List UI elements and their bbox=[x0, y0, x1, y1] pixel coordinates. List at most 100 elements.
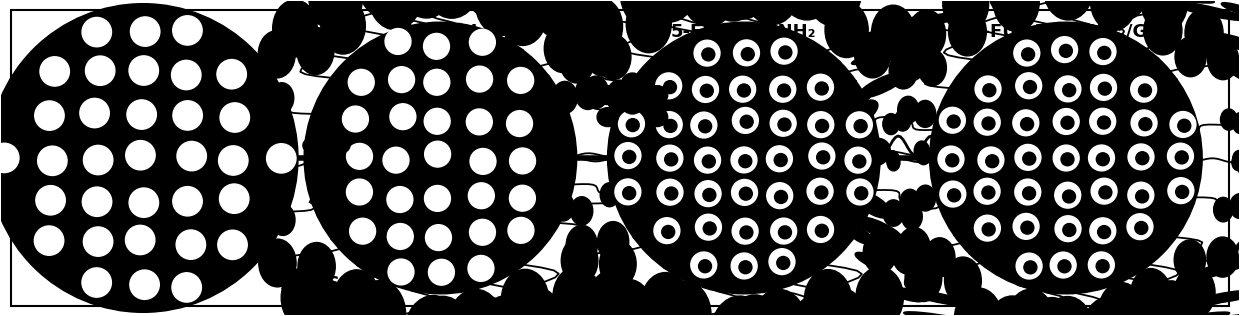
Ellipse shape bbox=[1188, 257, 1240, 280]
Ellipse shape bbox=[619, 111, 645, 137]
Ellipse shape bbox=[983, 84, 996, 97]
Ellipse shape bbox=[665, 119, 677, 132]
Ellipse shape bbox=[82, 187, 112, 216]
Ellipse shape bbox=[1141, 312, 1230, 316]
Ellipse shape bbox=[1063, 84, 1075, 97]
Ellipse shape bbox=[1016, 253, 1042, 279]
Ellipse shape bbox=[510, 288, 564, 316]
Ellipse shape bbox=[570, 197, 593, 225]
Ellipse shape bbox=[955, 288, 1002, 316]
Ellipse shape bbox=[1210, 33, 1240, 56]
Text: 5-FU@MSN-NH₂/GC: 5-FU@MSN-NH₂/GC bbox=[971, 23, 1161, 41]
Ellipse shape bbox=[172, 273, 201, 302]
Ellipse shape bbox=[696, 181, 720, 207]
Ellipse shape bbox=[777, 84, 791, 97]
Ellipse shape bbox=[892, 36, 928, 81]
Ellipse shape bbox=[641, 272, 689, 316]
Ellipse shape bbox=[83, 145, 113, 175]
Ellipse shape bbox=[1022, 48, 1034, 61]
Ellipse shape bbox=[807, 216, 833, 242]
Ellipse shape bbox=[946, 154, 959, 167]
Ellipse shape bbox=[816, 224, 828, 237]
Ellipse shape bbox=[1168, 143, 1193, 169]
Ellipse shape bbox=[656, 73, 682, 99]
Ellipse shape bbox=[1099, 82, 1111, 95]
Ellipse shape bbox=[734, 40, 759, 66]
Ellipse shape bbox=[429, 259, 454, 285]
Ellipse shape bbox=[552, 193, 574, 221]
Ellipse shape bbox=[218, 230, 247, 259]
Ellipse shape bbox=[704, 0, 761, 21]
Ellipse shape bbox=[662, 226, 675, 238]
Ellipse shape bbox=[940, 181, 966, 207]
Ellipse shape bbox=[887, 151, 899, 167]
Ellipse shape bbox=[557, 148, 572, 167]
Ellipse shape bbox=[1055, 76, 1081, 102]
Ellipse shape bbox=[1221, 3, 1240, 19]
Ellipse shape bbox=[321, 0, 366, 54]
Text: APTES: APTES bbox=[280, 275, 340, 293]
Ellipse shape bbox=[621, 73, 642, 92]
Ellipse shape bbox=[270, 83, 294, 113]
Ellipse shape bbox=[1128, 144, 1154, 170]
Text: 5-FU: 5-FU bbox=[587, 275, 629, 293]
Ellipse shape bbox=[863, 231, 897, 274]
Ellipse shape bbox=[83, 227, 113, 256]
Ellipse shape bbox=[858, 72, 905, 98]
Ellipse shape bbox=[40, 57, 69, 86]
Ellipse shape bbox=[544, 24, 582, 73]
Ellipse shape bbox=[742, 48, 754, 61]
Ellipse shape bbox=[698, 120, 712, 133]
Ellipse shape bbox=[1238, 151, 1240, 179]
Ellipse shape bbox=[404, 295, 463, 316]
Ellipse shape bbox=[383, 147, 409, 173]
Ellipse shape bbox=[1014, 40, 1040, 66]
Ellipse shape bbox=[808, 143, 835, 169]
Ellipse shape bbox=[37, 146, 67, 175]
Ellipse shape bbox=[770, 110, 796, 136]
Ellipse shape bbox=[346, 179, 372, 205]
Ellipse shape bbox=[424, 70, 450, 95]
Ellipse shape bbox=[387, 223, 413, 249]
Ellipse shape bbox=[812, 288, 868, 316]
Ellipse shape bbox=[1230, 194, 1240, 218]
Ellipse shape bbox=[856, 252, 888, 270]
Ellipse shape bbox=[847, 179, 873, 205]
Ellipse shape bbox=[897, 288, 978, 307]
Ellipse shape bbox=[387, 187, 413, 212]
Ellipse shape bbox=[172, 187, 202, 216]
Ellipse shape bbox=[1007, 289, 1054, 316]
Ellipse shape bbox=[125, 141, 155, 170]
Ellipse shape bbox=[646, 86, 667, 105]
Ellipse shape bbox=[1099, 0, 1148, 21]
Ellipse shape bbox=[1023, 81, 1037, 94]
Ellipse shape bbox=[739, 261, 751, 274]
Ellipse shape bbox=[596, 34, 631, 80]
Ellipse shape bbox=[1090, 0, 1137, 31]
Ellipse shape bbox=[1043, 296, 1092, 316]
Ellipse shape bbox=[510, 148, 536, 174]
Ellipse shape bbox=[986, 155, 998, 168]
Ellipse shape bbox=[532, 0, 584, 38]
Ellipse shape bbox=[653, 218, 680, 244]
Ellipse shape bbox=[1099, 186, 1112, 199]
Ellipse shape bbox=[863, 138, 890, 166]
Ellipse shape bbox=[1215, 289, 1240, 302]
Ellipse shape bbox=[711, 296, 769, 316]
Ellipse shape bbox=[507, 68, 533, 93]
Ellipse shape bbox=[727, 295, 784, 316]
Ellipse shape bbox=[425, 225, 451, 251]
Ellipse shape bbox=[249, 200, 273, 231]
Ellipse shape bbox=[815, 186, 828, 199]
Ellipse shape bbox=[1050, 252, 1076, 278]
Ellipse shape bbox=[916, 145, 931, 165]
Ellipse shape bbox=[771, 38, 797, 64]
Ellipse shape bbox=[825, 2, 868, 58]
Ellipse shape bbox=[703, 188, 715, 201]
Ellipse shape bbox=[273, 0, 317, 57]
Ellipse shape bbox=[219, 103, 249, 132]
Ellipse shape bbox=[975, 109, 1001, 135]
Ellipse shape bbox=[1043, 0, 1094, 19]
Ellipse shape bbox=[856, 267, 904, 316]
Ellipse shape bbox=[303, 137, 322, 153]
